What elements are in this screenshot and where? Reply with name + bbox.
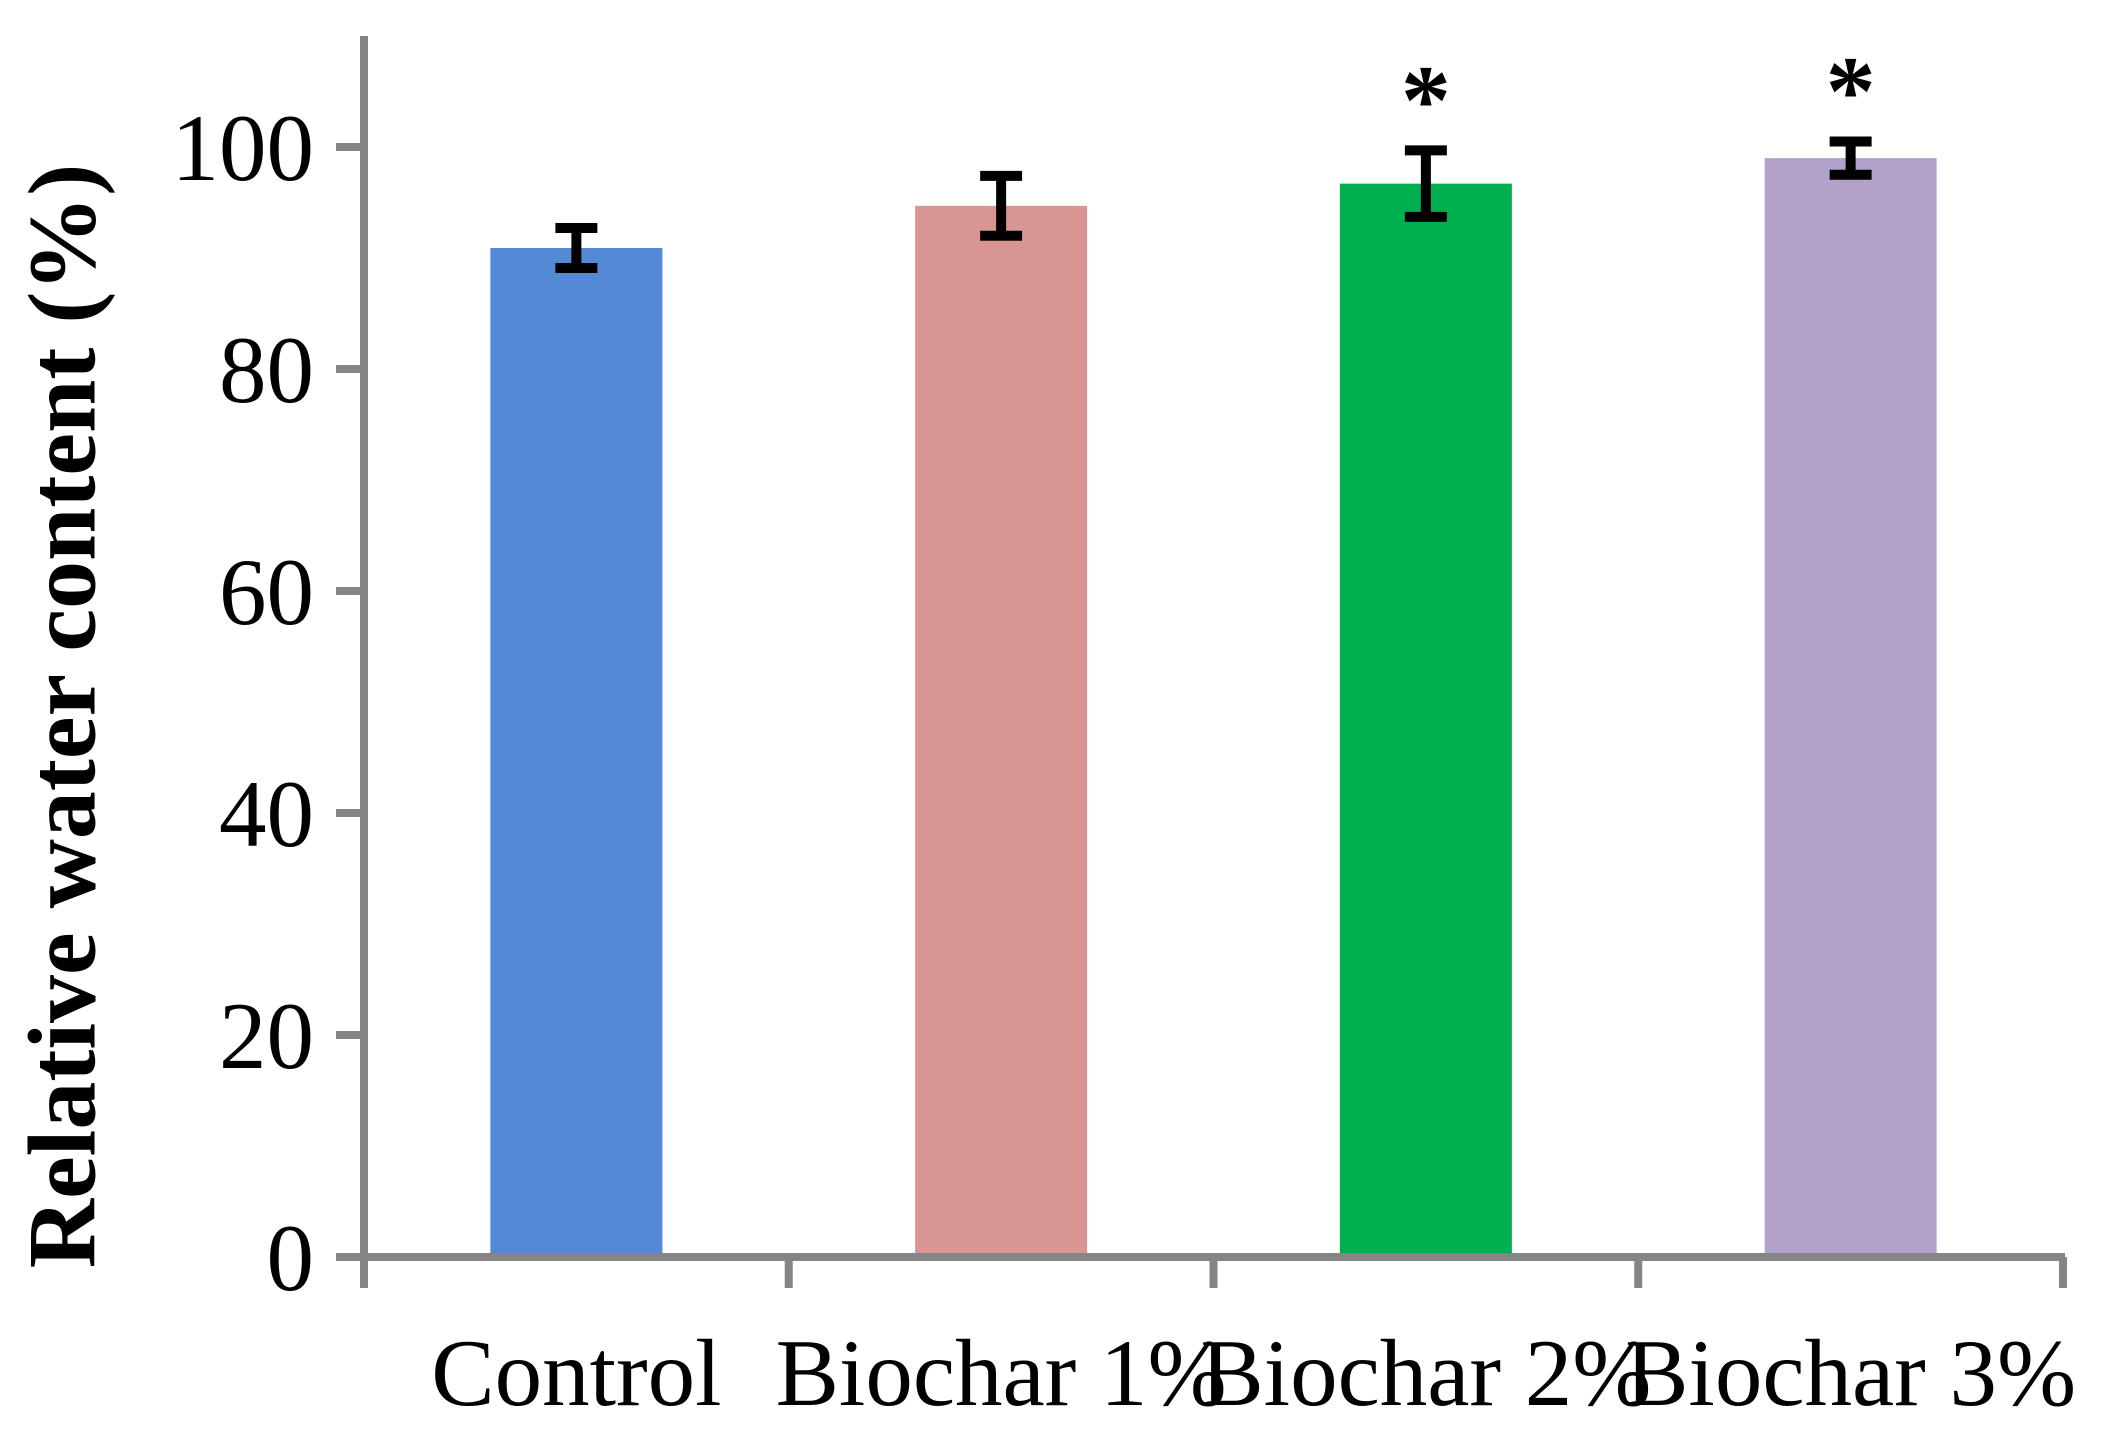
significance-asterisk: *	[1826, 35, 1876, 146]
x-axis-label: Biochar 3%	[1625, 1320, 2076, 1426]
y-tick-label: 60	[219, 539, 314, 645]
y-tick-label: 100	[172, 95, 315, 201]
y-tick-label: 40	[219, 761, 314, 867]
significance-asterisk: *	[1401, 44, 1451, 155]
y-tick-label: 0	[267, 1205, 315, 1311]
y-tick-label: 20	[219, 983, 314, 1089]
bar-biochar-2-	[1339, 183, 1512, 1257]
x-axis-label: Biochar 1%	[776, 1320, 1227, 1426]
bar-biochar-3-	[1764, 158, 1937, 1258]
x-axis-label: Biochar 2%	[1200, 1320, 1651, 1426]
x-axis-label: Control	[431, 1320, 721, 1426]
bar-control	[490, 248, 663, 1257]
bar-biochar-1-	[915, 205, 1088, 1258]
y-tick-label: 80	[219, 317, 314, 423]
